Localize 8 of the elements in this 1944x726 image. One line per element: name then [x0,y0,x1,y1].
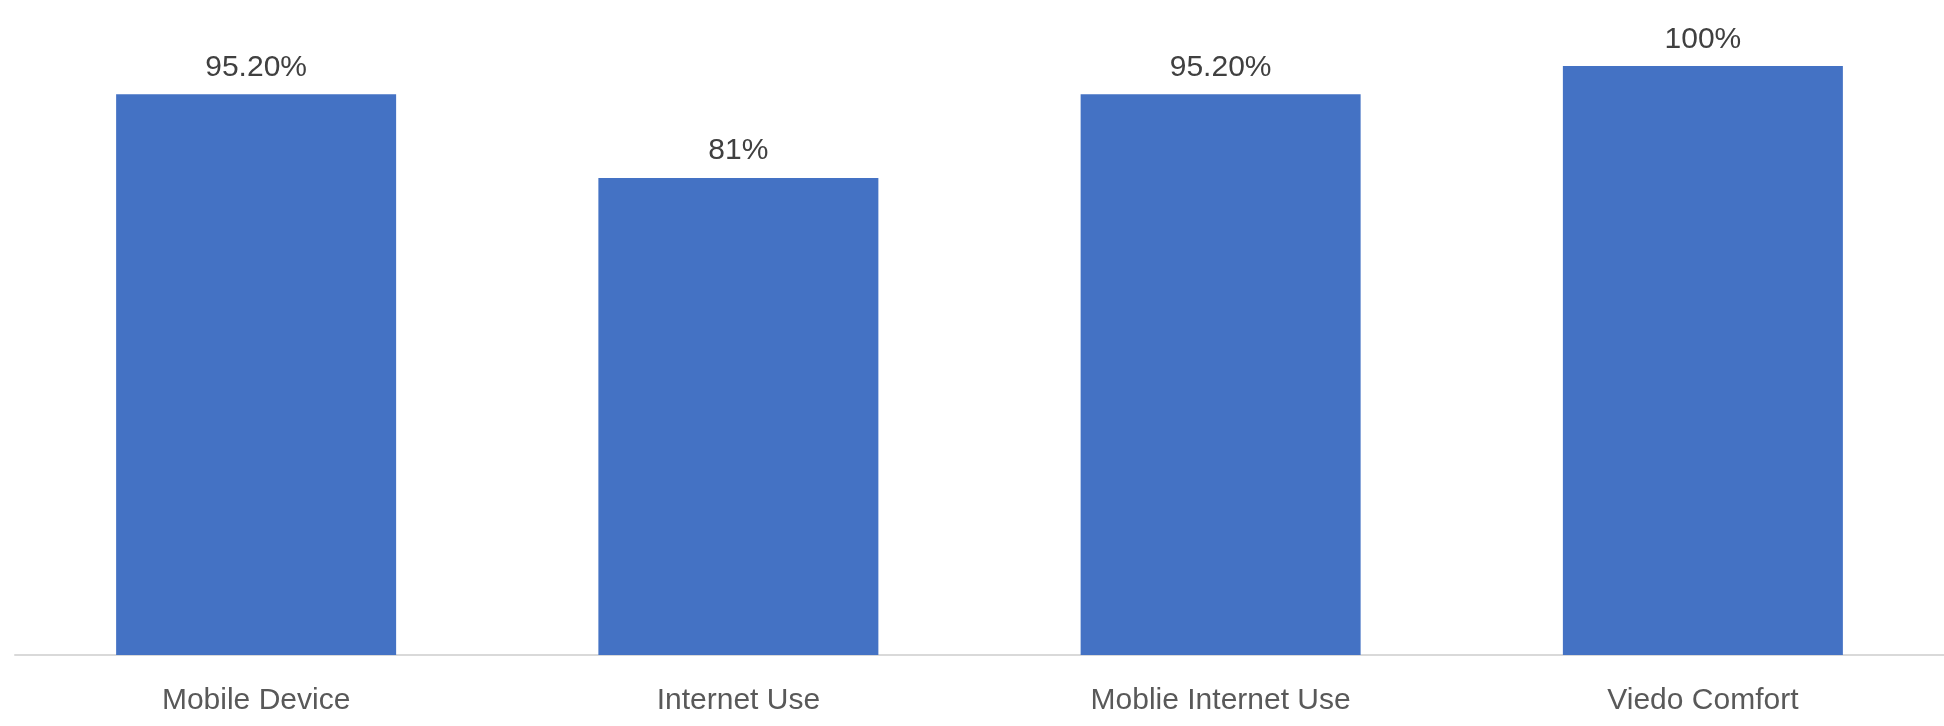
data-label: 95.20% [1169,48,1272,82]
data-label: 100% [1664,20,1742,54]
x-tick-label: Internet Use [656,681,821,715]
data-label: 81% [708,132,769,166]
x-tick-label: Mobile Device [161,681,351,715]
data-label: 95.20% [205,48,307,82]
x-tick-label: Viedo Comfort [1607,681,1800,715]
x-tick-label: Moblie Internet Use [1090,681,1351,715]
